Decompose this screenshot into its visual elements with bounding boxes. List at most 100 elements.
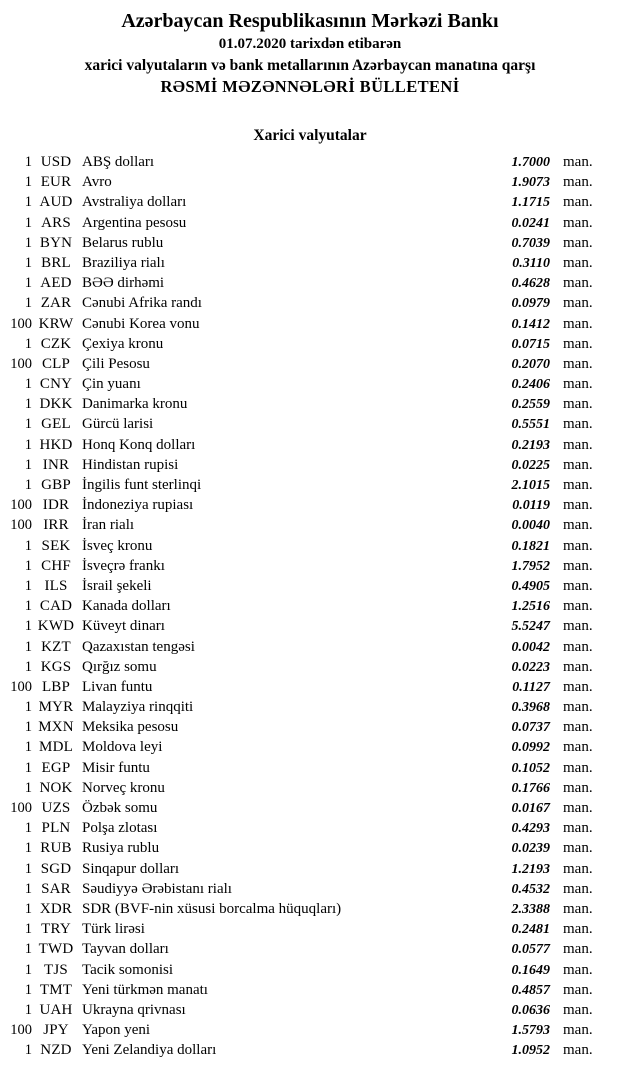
currency-quantity: 1 [24, 154, 32, 170]
currency-quantity: 1 [24, 396, 32, 413]
currency-rate: 2.3388 [511, 901, 551, 917]
table-row: 1 TMT Yeni türkmən manatı 0.4857 man. [0, 980, 620, 1000]
currency-name: Küveyt dinarı [82, 618, 165, 635]
currency-unit: man. [563, 719, 593, 736]
currency-quantity: 1 [24, 194, 32, 211]
currency-name: SDR (BVF-nin xüsusi borcalma hüquqları) [82, 900, 342, 917]
currency-rate: 0.1052 [511, 760, 551, 776]
currency-quantity: 1 [24, 759, 32, 776]
currency-quantity: 1 [24, 941, 32, 958]
currency-name: Tayvan dolları [82, 941, 169, 958]
bulletin-title: RƏSMİ MƏZƏNNƏLƏRİ BÜLLETENİ [160, 77, 460, 96]
currency-code: NOK [39, 779, 73, 796]
table-row: 1 ARS Argentina pesosu 0.0241 man. [0, 213, 620, 233]
table-row: 1 BYN Belarus rublu 0.7039 man. [0, 233, 620, 253]
table-row: 1 ZAR Cənubi Afrika randı 0.0979 man. [0, 293, 620, 313]
table-row: 1 SGD Sinqapur dolları 1.2193 man. [0, 859, 620, 879]
currency-name: Argentina pesosu [82, 214, 187, 231]
currency-unit: man. [563, 598, 593, 615]
currency-quantity: 100 [10, 1022, 32, 1039]
currency-code: GBP [41, 477, 71, 493]
currency-rate: 0.3110 [512, 255, 550, 271]
table-row: 1 MXN Meksika pesosu 0.0737 man. [0, 717, 620, 737]
currency-rate: 0.0577 [511, 942, 551, 958]
currency-quantity: 1 [24, 860, 32, 877]
currency-rate: 0.2070 [511, 356, 551, 372]
currency-code: NZD [40, 1042, 72, 1059]
table-row: 1 AED BƏƏ dirhəmi 0.4628 man. [0, 273, 620, 293]
currency-quantity: 1 [24, 981, 32, 998]
currency-name: Yeni türkmən manatı [82, 981, 208, 998]
currency-code: MXN [38, 719, 74, 736]
currency-quantity: 1 [24, 1001, 32, 1018]
table-row: 1 BRL Braziliya rialı 0.3110 man. [0, 253, 620, 273]
table-row: 1 CAD Kanada dolları 1.2516 man. [0, 596, 620, 616]
currency-unit: man. [563, 739, 593, 756]
currency-unit: man. [563, 880, 593, 897]
table-row: 1 UAH Ukrayna qrivnası 0.0636 man. [0, 1000, 620, 1020]
currency-quantity: 1 [24, 295, 32, 312]
table-row: 1 NZD Yeni Zelandiya dolları 1.0952 man. [0, 1040, 620, 1060]
currency-unit: man. [563, 638, 593, 655]
currency-quantity: 100 [10, 517, 32, 534]
currency-quantity: 1 [24, 214, 32, 231]
currency-name: ABŞ dolları [82, 154, 155, 170]
currency-rate: 0.2559 [511, 397, 551, 413]
currency-rate: 1.7952 [511, 558, 551, 574]
table-row: 100 KRW Cənubi Korea vonu 0.1412 man. [0, 314, 620, 334]
currency-quantity: 100 [10, 800, 32, 816]
currency-code: AED [40, 275, 72, 292]
currency-rate: 1.5793 [511, 1023, 551, 1039]
bank-name-title: Azərbaycan Respublikasının Mərkəzi Bankı [121, 10, 499, 32]
currency-code: CNY [39, 376, 73, 393]
currency-name: Özbək somu [82, 800, 158, 816]
currency-rate: 0.0119 [512, 498, 550, 514]
section-title-foreign-currencies: Xarici valyutalar [253, 127, 367, 144]
currency-unit: man. [563, 416, 593, 433]
currency-unit: man. [563, 456, 593, 473]
currency-code: MDL [39, 739, 73, 756]
currency-name: Çin yuanı [82, 376, 141, 393]
currency-unit: man. [563, 517, 593, 534]
currency-unit: man. [563, 254, 593, 271]
currency-name: Gürcü larisi [82, 416, 154, 433]
currency-code: ARS [41, 214, 71, 231]
currency-rate: 0.0239 [511, 841, 551, 857]
currency-quantity: 1 [24, 779, 32, 796]
currency-rate: 0.0167 [511, 801, 551, 816]
currency-quantity: 100 [10, 315, 32, 332]
currency-rate: 0.0979 [511, 296, 551, 312]
currency-unit: man. [563, 618, 593, 635]
currency-code: ZAR [40, 295, 72, 312]
table-row: 1 TJS Tacik somonisi 0.1649 man. [0, 960, 620, 980]
currency-rate: 1.0952 [511, 1043, 551, 1059]
table-row: 100 CLP Çili Pesosu 0.2070 man. [0, 354, 620, 374]
currency-unit: man. [563, 577, 593, 594]
currency-quantity: 1 [24, 537, 32, 554]
currency-name: Çili Pesosu [82, 355, 150, 372]
effective-date-line: 01.07.2020 tarixdən etibarən [218, 36, 402, 52]
currency-unit: man. [563, 174, 593, 191]
table-row: 1 SAR Səudiyyə Ərəbistanı rialı 0.4532 m… [0, 879, 620, 899]
currency-name: Malayziya rinqqiti [82, 699, 194, 716]
currency-name: Səudiyyə Ərəbistanı rialı [82, 880, 232, 897]
currency-quantity: 1 [24, 376, 32, 393]
currency-unit: man. [563, 981, 593, 998]
currency-quantity: 1 [24, 820, 32, 837]
table-row: 1 KGS Qırğız somu 0.0223 man. [0, 657, 620, 677]
currency-code: USD [40, 154, 72, 170]
currency-rate: 0.0992 [511, 740, 551, 756]
table-row: 1 HKD Honq Konq dolları 0.2193 man. [0, 435, 620, 455]
currency-unit: man. [563, 295, 593, 312]
table-row: 1 MYR Malayziya rinqqiti 0.3968 man. [0, 697, 620, 717]
currency-rate: 0.0223 [511, 659, 551, 675]
currency-code: CHF [41, 557, 71, 574]
currency-name: Tacik somonisi [82, 961, 174, 978]
currency-name: İngilis funt sterlinqi [82, 477, 202, 493]
table-row: 1 KWD Küveyt dinarı 5.5247 man. [0, 616, 620, 636]
currency-rate: 1.2516 [511, 599, 551, 615]
currency-rate: 1.1715 [511, 195, 551, 211]
currency-name: Braziliya rialı [82, 254, 165, 271]
currency-code: CZK [40, 335, 72, 352]
currency-name: Yeni Zelandiya dolları [82, 1042, 217, 1059]
